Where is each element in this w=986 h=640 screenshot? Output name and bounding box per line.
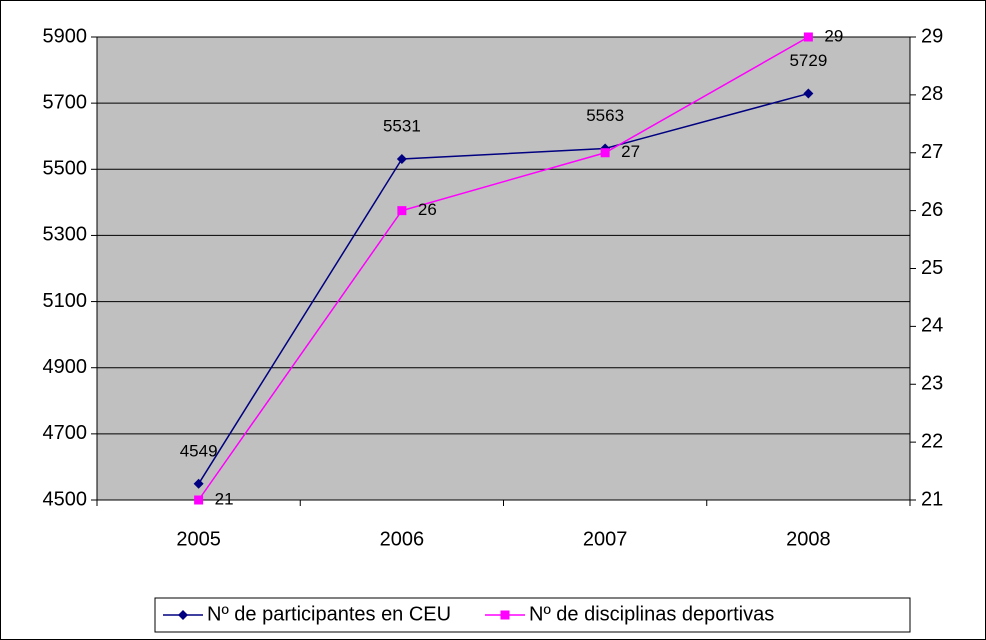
y2-tick-label: 23	[921, 373, 943, 395]
data-label: 29	[824, 26, 843, 45]
legend-label: Nº de disciplinas deportivas	[529, 603, 774, 625]
y-tick-label: 4900	[43, 356, 88, 378]
data-label: 5531	[383, 117, 421, 136]
x-tick-label: 2006	[380, 528, 425, 550]
x-tick-label: 2005	[176, 528, 221, 550]
x-tick-label: 2007	[583, 528, 628, 550]
y-tick-label: 5500	[43, 158, 88, 180]
legend-box	[154, 597, 911, 633]
x-tick-label: 2008	[786, 528, 831, 550]
legend-marker	[500, 610, 510, 620]
data-label: 5729	[789, 51, 827, 70]
point-marker	[803, 88, 814, 99]
y2-tick-label: 29	[921, 25, 943, 47]
y2-tick-label: 22	[921, 430, 943, 452]
y2-tick-label: 25	[921, 257, 943, 279]
data-label: 21	[215, 489, 234, 508]
series-line	[198, 36, 809, 501]
y-tick-label: 5100	[43, 290, 88, 312]
y2-tick-label: 21	[921, 488, 943, 510]
point-marker	[194, 495, 204, 505]
legend-label: Nº de participantes en CEU	[207, 603, 451, 625]
data-label: 27	[621, 142, 640, 161]
point-marker	[803, 32, 813, 42]
point-marker	[397, 206, 407, 216]
point-marker	[600, 148, 610, 158]
y-tick-label: 4700	[43, 422, 88, 444]
y2-tick-label: 26	[921, 199, 943, 221]
y-tick-label: 4500	[43, 488, 88, 510]
y-tick-label: 5900	[43, 25, 88, 47]
point-marker	[396, 154, 407, 165]
data-label: 4549	[180, 441, 218, 460]
legend-marker	[178, 610, 188, 620]
y2-tick-label: 28	[921, 83, 943, 105]
point-marker	[193, 478, 204, 489]
y2-tick-label: 27	[921, 141, 943, 163]
data-label: 26	[418, 200, 437, 219]
data-label: 5563	[586, 106, 624, 125]
series-line	[197, 92, 809, 485]
y-tick-label: 5700	[43, 91, 88, 113]
plot-area	[96, 36, 911, 501]
y2-tick-label: 24	[921, 315, 943, 337]
y-tick-label: 5300	[43, 224, 88, 246]
